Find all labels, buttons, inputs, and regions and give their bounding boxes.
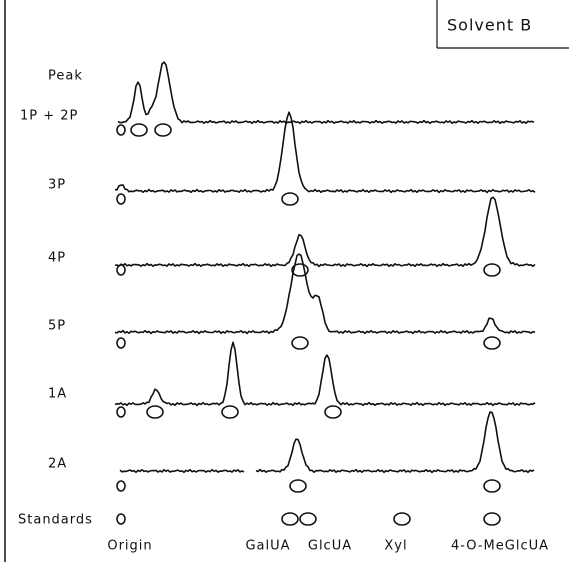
spot [299,512,317,526]
chromatogram-trace [114,111,536,194]
standard-name: Xyl [384,539,407,554]
spot [483,512,501,526]
standard-name: GalUA [245,539,290,554]
spot [483,479,501,493]
spot [146,405,164,419]
chromatogram-trace [114,341,536,407]
spot [483,336,501,350]
spot [116,193,126,205]
standard-name: GlcUA [308,539,352,554]
row-label: 1A [48,387,67,402]
chromatogram-trace [114,196,536,268]
spot [281,192,299,206]
standards-label: Standards [18,513,93,528]
standard-name: 4-O-MeGlcUA [451,539,549,554]
spot [289,479,307,493]
row-label: 4P [48,251,66,266]
spot [116,337,126,349]
spot [324,405,342,419]
spot [281,512,299,526]
spot [116,480,126,492]
spot [221,405,239,419]
spot [154,123,172,137]
spot [116,406,126,418]
panel-title: Solvent B [447,16,532,35]
row-label: 1P + 2P [20,109,78,124]
chromatogram-trace [117,61,535,125]
row-label: 3P [48,178,66,193]
spot [393,512,411,526]
spot [291,263,309,277]
spot [116,513,126,525]
spot [291,336,309,350]
row-label: 2A [48,457,67,472]
chromatogram-trace [119,411,535,474]
spots [116,123,501,526]
peak-header: Peak [48,69,83,84]
spot [116,124,126,136]
standard-name: Origin [107,539,152,554]
chromatogram-trace [114,253,536,335]
spot [483,263,501,277]
traces [114,61,536,474]
row-label: 5P [48,319,66,334]
spot [130,123,148,137]
